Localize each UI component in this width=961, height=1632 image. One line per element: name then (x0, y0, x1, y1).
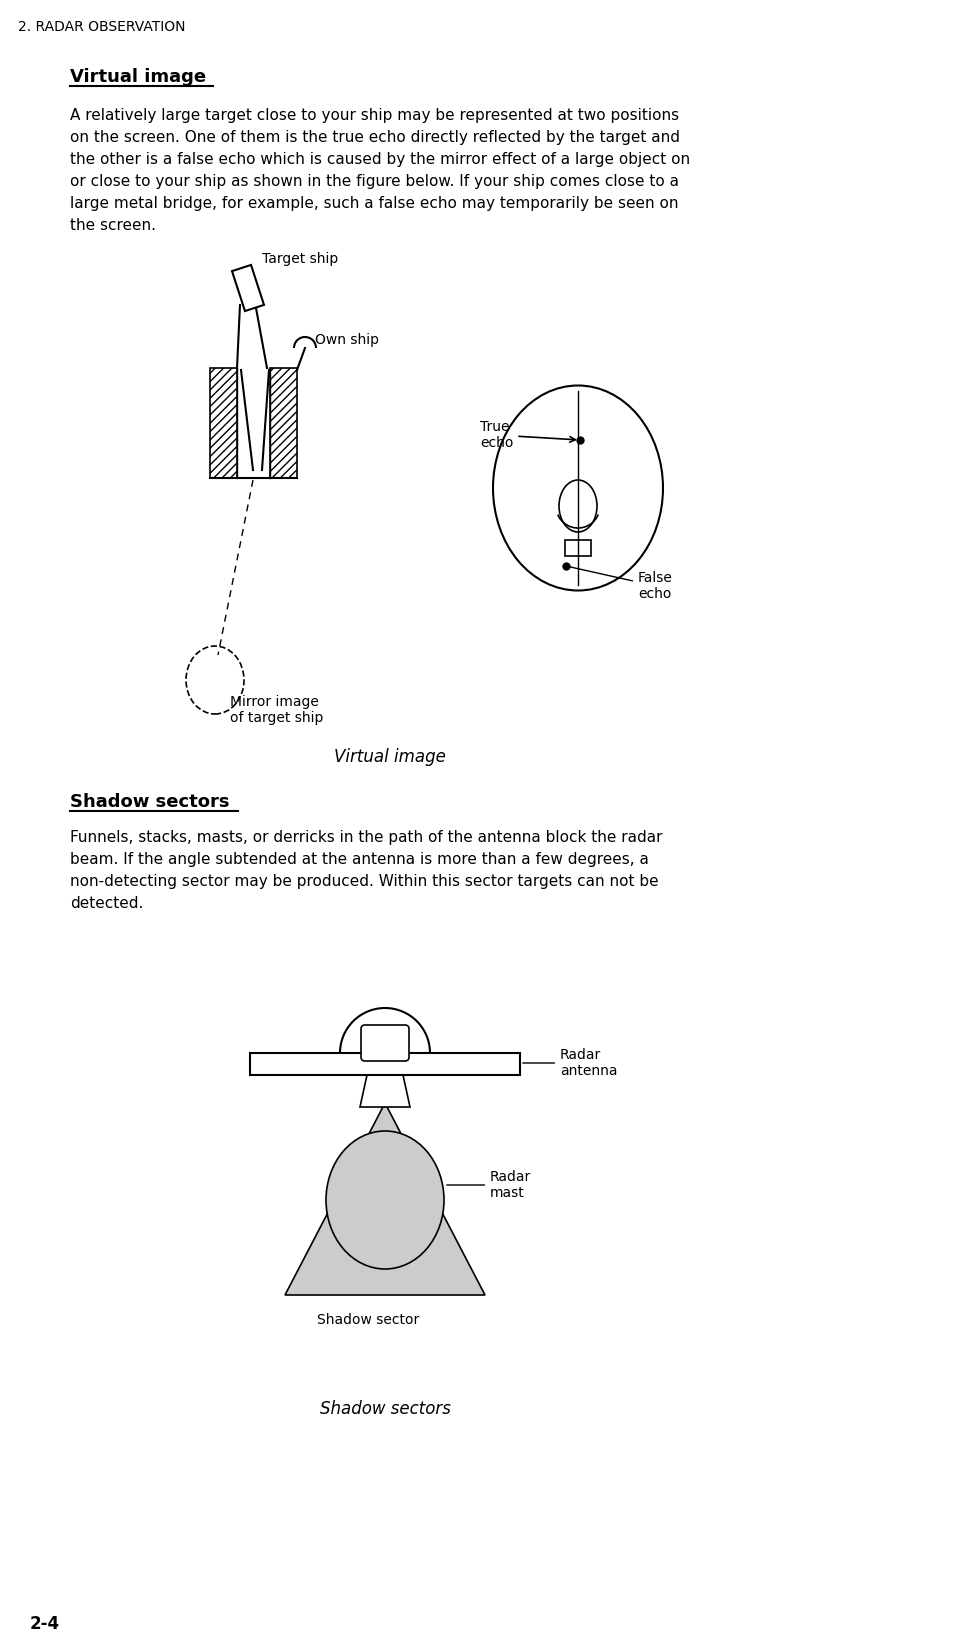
Polygon shape (250, 1053, 520, 1075)
Text: the screen.: the screen. (70, 219, 156, 233)
Text: Own ship: Own ship (314, 333, 379, 348)
Text: or close to your ship as shown in the figure below. If your ship comes close to : or close to your ship as shown in the fi… (70, 175, 678, 189)
Polygon shape (284, 1103, 484, 1296)
Text: Virtual image: Virtual image (70, 69, 206, 86)
Text: Virtual image: Virtual image (333, 747, 446, 765)
Text: of target ship: of target ship (230, 712, 323, 725)
Text: Target ship: Target ship (261, 251, 338, 266)
Text: Radar
antenna: Radar antenna (522, 1048, 617, 1079)
Text: Radar
mast: Radar mast (446, 1170, 530, 1200)
Text: Shadow sector: Shadow sector (317, 1314, 419, 1327)
Text: Shadow sectors: Shadow sectors (319, 1400, 450, 1418)
Text: True
echo: True echo (480, 419, 575, 450)
Text: Mirror image: Mirror image (230, 695, 318, 708)
Text: False
echo: False echo (568, 566, 672, 601)
Polygon shape (270, 367, 297, 478)
Text: non-detecting sector may be produced. Within this sector targets can not be: non-detecting sector may be produced. Wi… (70, 875, 658, 889)
Text: beam. If the angle subtended at the antenna is more than a few degrees, a: beam. If the angle subtended at the ante… (70, 852, 649, 867)
Text: the other is a false echo which is caused by the mirror effect of a large object: the other is a false echo which is cause… (70, 152, 689, 166)
Polygon shape (209, 367, 236, 478)
Text: 2-4: 2-4 (30, 1616, 60, 1632)
Text: A relatively large target close to your ship may be represented at two positions: A relatively large target close to your … (70, 108, 678, 122)
Text: detected.: detected. (70, 896, 143, 911)
Text: 2. RADAR OBSERVATION: 2. RADAR OBSERVATION (18, 20, 185, 34)
Text: Funnels, stacks, masts, or derricks in the path of the antenna block the radar: Funnels, stacks, masts, or derricks in t… (70, 831, 662, 845)
Ellipse shape (326, 1131, 444, 1270)
Polygon shape (359, 1075, 409, 1106)
Text: Shadow sectors: Shadow sectors (70, 793, 230, 811)
Text: on the screen. One of them is the true echo directly reflected by the target and: on the screen. One of them is the true e… (70, 131, 679, 145)
Text: large metal bridge, for example, such a false echo may temporarily be seen on: large metal bridge, for example, such a … (70, 196, 678, 211)
FancyBboxPatch shape (360, 1025, 408, 1061)
